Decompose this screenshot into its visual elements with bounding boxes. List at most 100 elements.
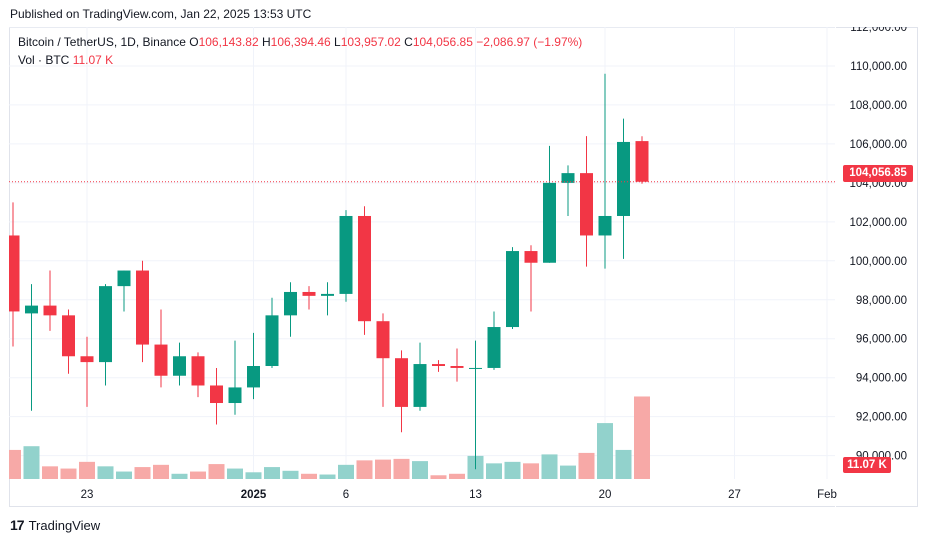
current-price-tag: 104,056.85 xyxy=(843,165,913,182)
volume-bar xyxy=(134,467,151,479)
candle-body xyxy=(469,367,482,369)
candle-body xyxy=(284,291,297,316)
volume-bar xyxy=(245,472,262,479)
candle-body xyxy=(413,364,427,407)
candle-body xyxy=(136,270,149,345)
candle-body xyxy=(173,356,186,376)
candle-body xyxy=(376,321,390,359)
volume-bar xyxy=(338,464,354,479)
volume-bar xyxy=(578,452,595,479)
x-tick-label: 23 xyxy=(81,489,94,501)
volume-bar xyxy=(79,461,95,479)
volume-bar xyxy=(560,465,576,479)
volume-bar xyxy=(23,446,40,479)
symbol-label: Bitcoin / TetherUS, 1D, Binance xyxy=(18,35,186,49)
candle-body xyxy=(487,327,501,368)
candle-body xyxy=(543,182,556,263)
y-tick-label: 106,000.00 xyxy=(849,139,907,151)
volume-bar xyxy=(523,463,539,479)
tradingview-logo-icon: 17 xyxy=(10,517,25,533)
published-caption: Published on TradingView.com, Jan 22, 20… xyxy=(10,7,312,21)
time-axis[interactable]: 23 2025 6 13 20 27 Feb xyxy=(81,489,837,501)
volume-bar xyxy=(504,461,521,479)
candle-body xyxy=(524,251,538,263)
candle-body xyxy=(43,305,57,316)
candle-body xyxy=(321,293,334,296)
volume-bar xyxy=(375,459,391,479)
volume-bar xyxy=(541,454,558,479)
close-value: 104,056.85 xyxy=(412,35,473,49)
x-tick-label: Feb xyxy=(817,489,837,501)
close-label: C xyxy=(404,35,413,49)
candle-body xyxy=(580,173,593,236)
y-tick-label: 112,000.00 xyxy=(850,27,907,34)
candle-body xyxy=(154,344,168,376)
volume-bar xyxy=(227,468,243,479)
x-tick-label: 13 xyxy=(469,489,482,501)
volume-bar xyxy=(319,474,336,479)
high-value: 106,394.46 xyxy=(270,35,331,49)
volume-bar xyxy=(430,475,447,479)
candle-body xyxy=(247,366,260,388)
candle-body xyxy=(432,364,445,366)
candle-body xyxy=(9,235,20,312)
candle-body xyxy=(339,215,353,294)
tradingview-logo[interactable]: 17 TradingView xyxy=(10,517,100,533)
candle-body xyxy=(302,291,316,296)
candle-body xyxy=(228,387,242,404)
y-tick-label: 100,000.00 xyxy=(849,256,907,268)
volume-bar xyxy=(301,473,317,479)
volume-bars xyxy=(9,396,650,479)
open-label: O xyxy=(189,35,199,49)
candle-body xyxy=(62,315,75,357)
volume-bar xyxy=(486,463,502,479)
candle-body xyxy=(25,305,38,314)
volume-bar xyxy=(393,458,410,479)
volume-bar xyxy=(190,471,206,479)
change-value: −2,086.97 (−1.97%) xyxy=(476,35,583,49)
candle-body xyxy=(450,366,464,368)
volume-bar xyxy=(615,449,632,479)
volume-bar xyxy=(356,460,373,479)
candle-body xyxy=(598,215,612,236)
volume-bar xyxy=(42,466,58,479)
volume-bar xyxy=(449,473,465,479)
y-tick-label: 102,000.00 xyxy=(849,217,907,229)
candle-body xyxy=(561,173,575,183)
candle-body xyxy=(395,358,408,407)
volume-bar xyxy=(412,461,428,479)
open-value: 106,143.82 xyxy=(198,35,259,49)
current-volume-tag: 11.07 K xyxy=(843,457,891,473)
x-tick-label: 27 xyxy=(728,489,741,501)
volume-bar xyxy=(264,467,280,479)
candlesticks xyxy=(9,73,649,470)
price-chart[interactable]: 90,000.0092,000.0094,000.0096,000.0098,0… xyxy=(9,27,918,507)
high-label: H xyxy=(261,35,271,49)
chart-legend: Bitcoin / TetherUS, 1D, Binance O106,143… xyxy=(18,35,582,49)
y-tick-label: 96,000.00 xyxy=(856,334,907,346)
volume-value: 11.07 K xyxy=(72,53,114,67)
candle-body xyxy=(191,356,205,386)
candle-body xyxy=(506,251,519,328)
candle-body xyxy=(117,270,131,287)
price-axis[interactable]: 90,000.0092,000.0094,000.0096,000.0098,0… xyxy=(849,27,907,463)
candle-body xyxy=(210,385,223,404)
y-tick-label: 94,000.00 xyxy=(856,373,907,385)
candle-body xyxy=(265,315,279,366)
volume-bar xyxy=(597,423,613,479)
volume-bar xyxy=(97,466,114,479)
volume-label: Vol · BTC xyxy=(18,53,70,67)
volume-bar xyxy=(171,473,188,479)
y-tick-label: 108,000.00 xyxy=(849,100,907,112)
y-tick-label: 98,000.00 xyxy=(856,295,907,307)
tradingview-brand: TradingView xyxy=(28,517,101,533)
low-label: L xyxy=(334,35,341,49)
candle-body xyxy=(617,141,630,216)
y-tick-label: 110,000.00 xyxy=(850,61,907,73)
grid-lines xyxy=(9,27,836,507)
x-tick-label: 6 xyxy=(343,489,349,501)
volume-bar xyxy=(9,449,21,479)
volume-bar xyxy=(116,471,132,479)
candle-body xyxy=(358,215,371,322)
candle-body xyxy=(99,286,112,363)
